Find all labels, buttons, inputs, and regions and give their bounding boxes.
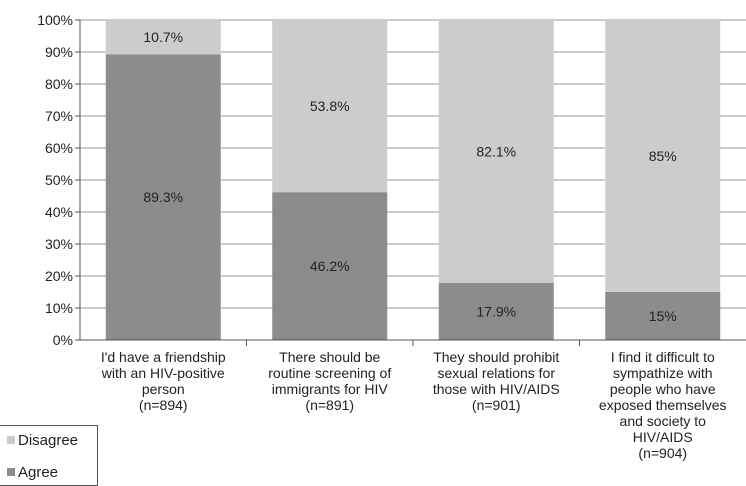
bar-agree-4 (605, 292, 721, 340)
x-category-label-line: I'd have a friendship (100, 349, 226, 365)
legend-label-disagree: Disagree (18, 432, 79, 449)
x-category-label-line: They should prohibit (433, 349, 560, 365)
y-tick-label: 100% (37, 12, 73, 28)
data-label-agree-3: 17.9% (476, 303, 516, 319)
x-category-label-line: immigrants for HIV (271, 381, 388, 397)
data-label-agree-4: 15% (649, 308, 677, 324)
legend-item-agree: Agree (7, 465, 58, 481)
x-category-label-line: (n=901) (471, 397, 521, 413)
y-tick-label: 80% (45, 76, 73, 92)
bar-agree-1 (105, 54, 221, 341)
x-category-label: I'd have a friendship with an HIV-positiv… (81, 349, 245, 413)
x-category-label-line: with an HIV-positive (101, 365, 225, 381)
x-category-label-line: those with HIV/AIDS (432, 381, 560, 397)
data-label-disagree-4: 85% (649, 148, 677, 164)
x-category-label-line: person (141, 381, 185, 397)
y-tick-label: 70% (45, 108, 73, 124)
legend-label-agree: Agree (18, 464, 59, 481)
y-tick-label: 40% (45, 204, 73, 220)
y-tick-label: 60% (45, 140, 73, 156)
x-category-label-line: and society to (619, 413, 706, 429)
x-category-label-line: I find it difficult to (610, 349, 715, 365)
x-category-label-line: (n=894) (138, 397, 188, 413)
x-category-label-line: There should be (279, 349, 381, 365)
data-label-agree-2: 46.2% (310, 258, 350, 274)
x-category-label-line: (n=891) (305, 397, 355, 413)
x-category-label-line: HIV/AIDS (632, 429, 693, 445)
legend-swatch-disagree (7, 436, 15, 444)
data-label-disagree-2: 53.8% (310, 98, 350, 114)
legend-item-disagree: Disagree (7, 433, 78, 449)
data-label-agree-1: 89.3% (143, 189, 183, 205)
x-category-label-line: exposed themselves (598, 397, 727, 413)
y-tick-label: 30% (45, 236, 73, 252)
y-tick-label: 50% (45, 172, 73, 188)
x-category-label-line: (n=904) (638, 445, 688, 461)
x-category-label: I find it difficult to sympathize with peo… (581, 349, 745, 461)
bar-agree-3 (438, 282, 554, 340)
bar-disagree-2 (272, 20, 388, 193)
y-tick-label: 90% (45, 44, 73, 60)
x-category-label-line: people who have (609, 381, 716, 397)
legend: Disagree Agree (0, 425, 98, 486)
legend-swatch-agree (7, 468, 15, 476)
x-category-label-line: routine screening of (268, 365, 392, 381)
bar-disagree-4 (605, 20, 721, 292)
x-category-label: There should be routine screening of immig… (248, 349, 412, 413)
y-tick-label: 0% (53, 332, 73, 348)
x-category-label: They should prohibit sexual relations for… (414, 349, 578, 413)
y-tick-label: 20% (45, 268, 73, 284)
bar-disagree-1 (105, 20, 221, 55)
data-label-disagree-1: 10.7% (143, 29, 183, 45)
x-category-label-line: sympathize with (612, 365, 713, 381)
y-tick-label: 10% (45, 300, 73, 316)
x-category-label-line: sexual relations for (437, 365, 555, 381)
bar-agree-2 (272, 192, 388, 340)
data-label-disagree-3: 82.1% (476, 143, 516, 159)
bar-disagree-3 (438, 20, 554, 283)
